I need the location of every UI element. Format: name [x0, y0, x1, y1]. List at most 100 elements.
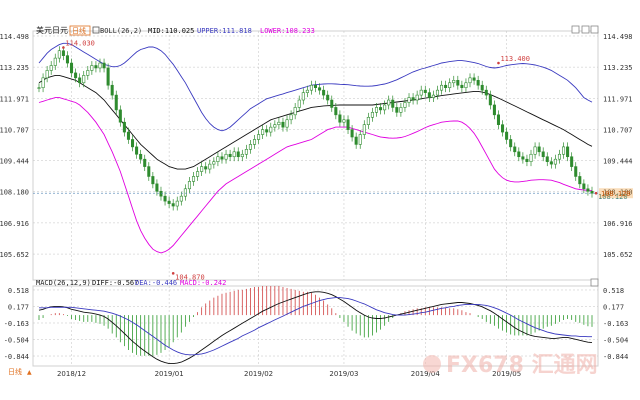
candle-body	[496, 114, 500, 125]
candle-body	[102, 62, 106, 69]
candle-body	[155, 183, 159, 192]
date-tick-label: 2019/04	[411, 370, 441, 378]
candle-body	[179, 195, 183, 202]
settings-icon[interactable]	[581, 25, 590, 34]
candle-body	[346, 119, 350, 130]
price-tick-right: 110.707	[603, 126, 633, 134]
candle-body	[37, 87, 41, 89]
candle-body	[395, 107, 399, 113]
candle-body	[509, 139, 513, 148]
candle-body	[196, 171, 200, 177]
period-tag-label: 日线	[72, 26, 86, 35]
candle-body	[289, 114, 293, 121]
watermark: FX678 汇通网	[423, 353, 598, 378]
period-dropdown-icon[interactable]: ▲	[27, 369, 32, 376]
candle-body	[94, 65, 98, 69]
candle-body	[586, 188, 590, 192]
candle-body	[265, 129, 269, 133]
period-button[interactable]: 日线	[8, 367, 22, 376]
candle-body	[452, 80, 456, 84]
candle-body	[488, 94, 492, 106]
candle-body	[505, 131, 509, 140]
candle-body	[435, 89, 440, 96]
panel-controls[interactable]	[571, 25, 599, 34]
candle-body	[338, 114, 342, 123]
candle-body	[366, 116, 370, 125]
candle-body	[456, 80, 460, 86]
candle-body	[431, 94, 435, 98]
candle-body	[444, 84, 448, 89]
candle-body	[578, 176, 582, 185]
indicator-toggle-icon[interactable]	[92, 26, 100, 34]
macd-tick-left: 0.177	[8, 304, 29, 312]
macd-tick-right: -0.504	[603, 337, 628, 345]
price-tick-left: 111.971	[0, 95, 29, 103]
candle-body	[549, 161, 553, 165]
candle-body	[41, 77, 45, 89]
candle-body	[147, 166, 151, 177]
candle-body	[216, 156, 220, 162]
period-tag[interactable]	[69, 25, 91, 36]
candle-body	[448, 82, 452, 89]
price-tick-right: 114.498	[603, 33, 633, 41]
price-tick-left: 113.235	[0, 64, 29, 72]
candle-body	[143, 158, 147, 167]
candle-body	[297, 99, 301, 108]
candle-body	[86, 70, 90, 76]
candle-body	[427, 92, 431, 98]
price-tick-left: 110.707	[0, 126, 29, 134]
annotation-marker	[497, 61, 500, 65]
candle-body	[204, 166, 208, 170]
candle-body	[273, 124, 277, 128]
candle-body	[301, 92, 305, 101]
candle-body	[562, 146, 566, 155]
macd-tick-right: -0.844	[603, 353, 628, 361]
diff-label: DIFF:-0.567	[92, 279, 138, 287]
candle-body	[131, 139, 135, 148]
price-tick-right: 105.652	[603, 251, 633, 259]
macd-tick-right: -0.163	[603, 320, 628, 328]
candle-body	[492, 104, 496, 116]
candle-body	[110, 84, 114, 96]
macd-tick-left: -0.504	[4, 337, 29, 345]
candle-body	[281, 121, 285, 128]
candle-body	[126, 131, 130, 140]
macd-tick-right: 0.518	[603, 287, 624, 295]
price-annotation: 113.400	[500, 55, 530, 63]
candle-body	[257, 134, 261, 140]
candle-body	[228, 153, 232, 158]
maximize-icon[interactable]	[571, 25, 580, 34]
price-tick-right: 113.235	[603, 64, 633, 72]
close-icon[interactable]	[590, 25, 599, 34]
candle-body	[460, 84, 464, 89]
macd-close-icon[interactable]	[590, 278, 599, 287]
candle-body	[480, 84, 484, 91]
date-tick-label: 2019/02	[244, 370, 273, 378]
candle-body	[419, 89, 423, 96]
price-tick-right: 108.180	[603, 189, 633, 197]
candle-body	[521, 156, 525, 160]
candle-body	[151, 176, 155, 185]
candle-body	[557, 153, 561, 160]
candle-body	[334, 107, 338, 116]
upper-label: UPPER:111.818	[197, 27, 252, 35]
date-tick-label: 2019/01	[155, 370, 184, 378]
macd-tick-right: 0.177	[603, 304, 624, 312]
candle-body	[501, 124, 505, 133]
candle-body	[305, 89, 309, 93]
date-tick-label: 2018/12	[57, 370, 86, 378]
candle-body	[90, 65, 94, 71]
candle-body	[49, 65, 53, 71]
candle-body	[277, 121, 281, 125]
candle-body	[57, 50, 61, 59]
candle-body	[545, 156, 549, 162]
candle-body	[322, 89, 326, 96]
diff-line	[38, 291, 593, 365]
price-tick-right: 106.916	[603, 220, 633, 228]
candle-body	[440, 84, 444, 91]
candle-body	[330, 99, 334, 108]
candle-body	[476, 80, 480, 86]
candle-body	[362, 124, 366, 135]
candle-body	[574, 166, 578, 177]
